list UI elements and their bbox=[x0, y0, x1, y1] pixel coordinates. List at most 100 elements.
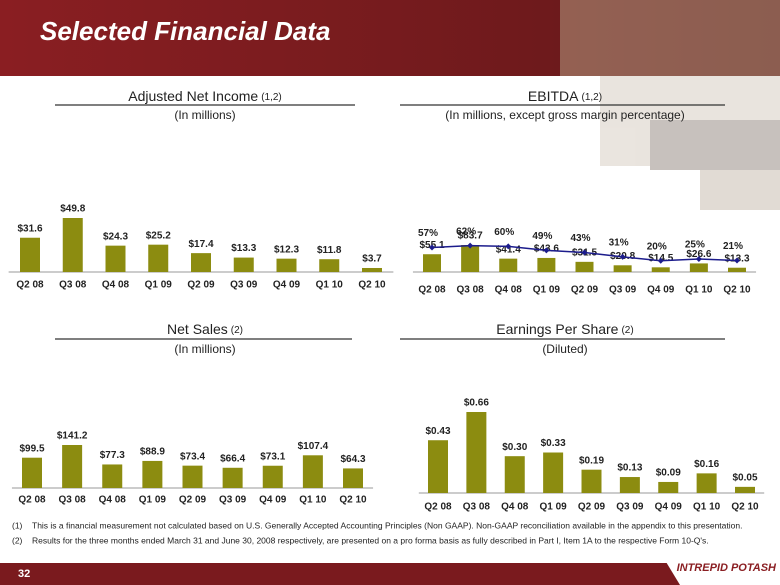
x-tick-label: Q2 10 bbox=[339, 495, 367, 506]
bar-value-label: $0.33 bbox=[541, 438, 566, 449]
bar bbox=[461, 245, 480, 272]
bar bbox=[689, 263, 708, 272]
x-tick-label: Q2 10 bbox=[723, 285, 751, 296]
x-tick-label: Q2 09 bbox=[187, 280, 215, 291]
bar bbox=[343, 468, 363, 488]
x-tick-label: Q2 09 bbox=[179, 495, 207, 506]
bar-value-label: $0.13 bbox=[617, 463, 642, 474]
chart-title-note: (2) bbox=[231, 325, 243, 336]
bar bbox=[581, 469, 602, 493]
x-tick-label: Q1 10 bbox=[299, 495, 327, 506]
bar-value-label: $31.6 bbox=[17, 223, 42, 234]
chart-subtitle: (Diluted) bbox=[542, 342, 587, 356]
x-tick-label: Q2 09 bbox=[571, 285, 599, 296]
bar bbox=[233, 257, 254, 272]
bar bbox=[619, 477, 640, 493]
bar-value-label: $24.3 bbox=[103, 231, 128, 242]
bar bbox=[20, 237, 40, 272]
bar bbox=[62, 218, 83, 272]
bar bbox=[658, 481, 679, 493]
x-tick-label: Q2 08 bbox=[418, 285, 446, 296]
chart-title-text: EBITDA bbox=[528, 88, 579, 104]
margin-marker bbox=[695, 256, 702, 262]
bar bbox=[191, 253, 211, 272]
bar bbox=[651, 267, 670, 272]
x-tick-label: Q4 08 bbox=[99, 495, 127, 506]
margin-marker bbox=[619, 253, 626, 260]
logo: INTREPID POTASH bbox=[677, 562, 777, 574]
chart-subtitle: (In millions) bbox=[174, 108, 235, 122]
footnote-text: Results for the three months ended March… bbox=[32, 535, 709, 545]
bar bbox=[423, 254, 441, 272]
bar bbox=[182, 465, 203, 488]
x-tick-label: Q1 09 bbox=[540, 502, 568, 513]
x-tick-label: Q4 09 bbox=[273, 280, 301, 291]
chart-subtitle: (In millions, except gross margin percen… bbox=[445, 108, 684, 122]
bar bbox=[735, 486, 755, 493]
bar-value-label: $0.16 bbox=[694, 459, 719, 470]
bar-value-label: $73.4 bbox=[180, 451, 205, 462]
margin-value-label: 25% bbox=[685, 240, 705, 251]
bar-value-label: $88.9 bbox=[140, 447, 165, 458]
bar-value-label: $66.4 bbox=[220, 453, 245, 464]
bar bbox=[148, 244, 169, 272]
bar bbox=[142, 460, 163, 488]
bar bbox=[302, 455, 323, 488]
chart-subtitle: (In millions) bbox=[174, 342, 235, 356]
x-tick-label: Q1 09 bbox=[533, 285, 561, 296]
x-tick-label: Q3 09 bbox=[609, 285, 637, 296]
bar-value-label: $0.43 bbox=[425, 426, 450, 437]
x-tick-label: Q1 09 bbox=[139, 495, 167, 506]
margin-marker bbox=[505, 243, 512, 250]
chart-title-note: (1,2) bbox=[582, 92, 603, 103]
margin-value-label: 60% bbox=[494, 227, 514, 238]
margin-value-label: 57% bbox=[418, 228, 438, 239]
margin-value-label: 31% bbox=[609, 237, 629, 248]
chart-title: Adjusted Net Income (1,2) bbox=[128, 88, 282, 104]
x-tick-label: Q3 08 bbox=[59, 495, 87, 506]
page-number: 32 bbox=[18, 568, 30, 580]
bar bbox=[222, 467, 243, 488]
x-tick-label: Q4 09 bbox=[655, 502, 683, 513]
footnote-marker: (2) bbox=[12, 535, 23, 545]
chart-title-note: (2) bbox=[621, 325, 633, 336]
x-tick-label: Q2 09 bbox=[578, 502, 606, 513]
x-tick-label: Q4 08 bbox=[495, 285, 523, 296]
header-collage bbox=[560, 0, 780, 210]
bar bbox=[102, 464, 123, 488]
bar-value-label: $64.3 bbox=[340, 454, 365, 465]
bar-value-label: $0.19 bbox=[579, 455, 604, 466]
bar bbox=[504, 456, 525, 493]
chart-title-text: Adjusted Net Income bbox=[128, 88, 258, 104]
bar bbox=[428, 440, 448, 493]
chart-title-text: Earnings Per Share bbox=[496, 321, 618, 337]
x-tick-label: Q1 09 bbox=[145, 280, 173, 291]
x-tick-label: Q3 08 bbox=[463, 502, 491, 513]
bar-value-label: $11.8 bbox=[317, 245, 342, 256]
margin-marker bbox=[467, 242, 474, 249]
x-tick-label: Q3 08 bbox=[457, 285, 485, 296]
x-tick-label: Q1 10 bbox=[693, 502, 721, 513]
x-tick-label: Q3 08 bbox=[59, 280, 87, 291]
slide-title: Selected Financial Data bbox=[40, 16, 330, 46]
x-tick-label: Q4 08 bbox=[102, 280, 130, 291]
bar bbox=[696, 473, 717, 493]
x-tick-label: Q4 09 bbox=[647, 285, 675, 296]
margin-marker bbox=[581, 249, 588, 256]
x-tick-label: Q2 08 bbox=[16, 280, 44, 291]
x-tick-label: Q2 10 bbox=[731, 502, 759, 513]
bar bbox=[262, 465, 283, 488]
bar bbox=[105, 245, 126, 272]
x-tick-label: Q3 09 bbox=[230, 280, 258, 291]
chart-title: Earnings Per Share (2) bbox=[496, 321, 633, 337]
margin-value-label: 21% bbox=[723, 241, 743, 252]
margin-value-label: 62% bbox=[456, 226, 476, 237]
x-tick-label: Q1 10 bbox=[316, 280, 344, 291]
margin-value-label: 20% bbox=[647, 241, 667, 252]
chart-title-note: (1,2) bbox=[261, 92, 282, 103]
chart-title: Net Sales (2) bbox=[167, 321, 243, 337]
bar bbox=[728, 267, 746, 272]
bar bbox=[362, 267, 382, 272]
x-tick-label: Q4 09 bbox=[259, 495, 287, 506]
chart-title: EBITDA (1,2) bbox=[528, 88, 602, 104]
